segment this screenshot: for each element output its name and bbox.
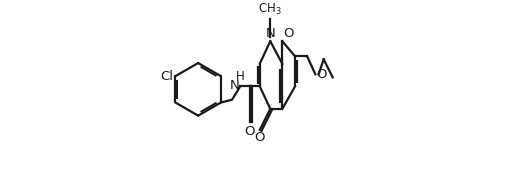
Text: N: N	[265, 27, 275, 40]
Text: CH$_3$: CH$_3$	[259, 2, 282, 17]
Text: O: O	[316, 68, 327, 81]
Text: O: O	[245, 125, 255, 138]
Text: O: O	[283, 27, 293, 40]
Text: N: N	[229, 79, 239, 92]
Text: Cl: Cl	[160, 70, 173, 83]
Text: O: O	[254, 131, 265, 144]
Text: H: H	[236, 69, 245, 83]
